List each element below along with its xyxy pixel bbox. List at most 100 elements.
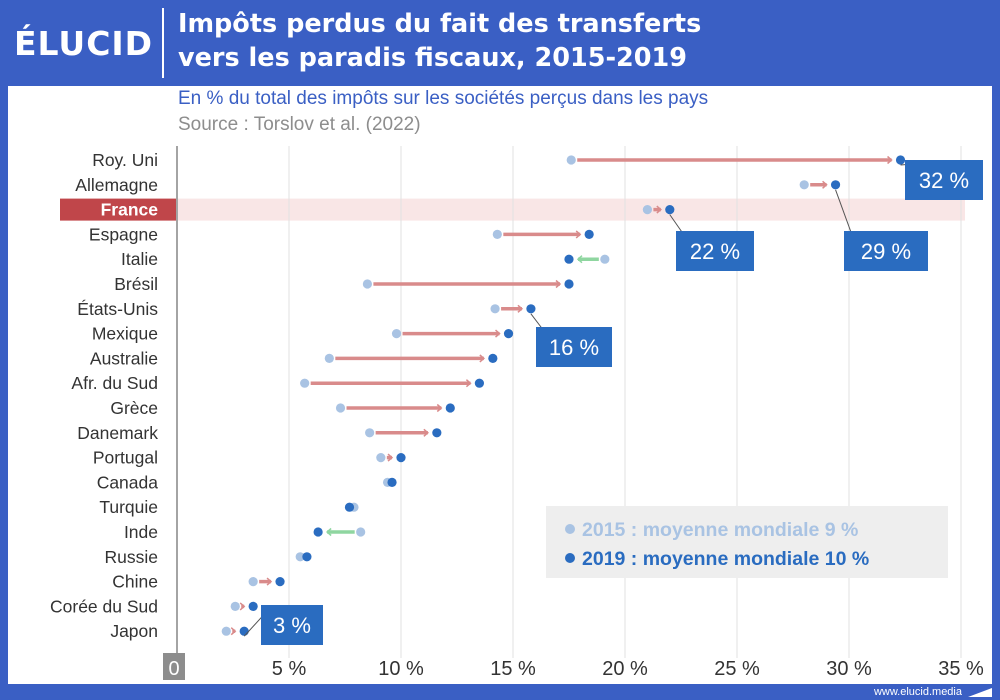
dot-2019 xyxy=(248,601,258,612)
country-label: Afr. du Sud xyxy=(71,373,158,393)
callout-box xyxy=(261,605,323,645)
change-arrow-head xyxy=(555,279,562,289)
legend-box xyxy=(546,506,948,578)
dot-2015 xyxy=(365,428,375,438)
dot-2015 xyxy=(295,552,305,562)
dot-2019 xyxy=(564,279,574,289)
dot-2015 xyxy=(799,180,809,190)
callout-box xyxy=(844,231,928,271)
x-tick-label: 25 % xyxy=(714,658,760,680)
country-label: Grèce xyxy=(110,398,158,418)
dot-2015 xyxy=(300,378,310,388)
callout-label: 3 % xyxy=(273,613,311,638)
x-tick-label: 35 % xyxy=(938,658,984,680)
x-tick-label: 5 % xyxy=(272,658,307,680)
logo-divider xyxy=(162,8,164,78)
title-line-2: vers les paradis fiscaux, 2015-2019 xyxy=(178,43,688,73)
dot-2019 xyxy=(665,205,675,215)
change-arrow-head xyxy=(436,403,443,413)
chart-subtitle: En % du total des impôts sur les société… xyxy=(178,88,709,109)
x-tick-label: 30 % xyxy=(826,658,872,680)
dot-2019 xyxy=(239,626,249,636)
callout-label: 29 % xyxy=(861,239,911,264)
dot-2015 xyxy=(335,403,346,413)
country-label: Inde xyxy=(124,522,158,542)
country-label: Roy. Uni xyxy=(92,150,158,170)
footer-url[interactable]: www.elucid.media xyxy=(873,686,962,698)
change-arrow-head xyxy=(887,155,893,165)
change-arrow-head xyxy=(325,527,332,537)
dot-2015 xyxy=(324,353,334,363)
dot-2019 xyxy=(488,353,498,363)
callout-label: 22 % xyxy=(690,239,740,264)
change-arrow-head xyxy=(575,230,582,239)
callout-label: 16 % xyxy=(549,335,599,360)
change-arrow-head xyxy=(495,329,501,338)
country-label: Italie xyxy=(121,249,158,269)
x-tick-label: 20 % xyxy=(602,658,648,680)
title-line-1: Impôts perdus du fait des transferts xyxy=(178,9,702,39)
dot-2019 xyxy=(564,254,574,264)
callout-box xyxy=(536,327,612,367)
dumbbell-chart: 0 5 % 10 % 15 % 20 % 25 % 30 % 35 % Roy. Uni Alle… xyxy=(50,146,984,680)
dot-2015 xyxy=(391,329,402,339)
dot-2019 xyxy=(474,378,484,388)
country-label: Turquie xyxy=(99,497,158,517)
chart-panel: 0 5 % 10 % 15 % 20 % 25 % 30 % 35 % Roy. Uni Alle… xyxy=(8,86,992,684)
dot-2015 xyxy=(490,304,500,314)
change-arrow-head xyxy=(266,577,273,586)
change-arrow-head xyxy=(656,205,662,214)
dot-2019 xyxy=(275,577,285,587)
dot-2015 xyxy=(362,279,372,289)
dot-2015 xyxy=(230,601,240,612)
callout-box xyxy=(676,231,754,271)
legend-label: 2019 : moyenne mondiale 10 % xyxy=(582,548,869,570)
dot-2019 xyxy=(830,180,841,190)
legend-dot-2019 xyxy=(565,553,575,563)
country-label: France xyxy=(101,200,159,220)
dot-2015 xyxy=(600,254,610,264)
dot-2019 xyxy=(445,403,455,413)
country-label: Espagne xyxy=(89,224,158,244)
dot-2019 xyxy=(313,527,323,537)
change-arrow-head xyxy=(387,453,394,462)
dot-2015 xyxy=(248,577,258,587)
dot-2019 xyxy=(302,552,312,562)
change-arrow-head xyxy=(479,354,485,363)
change-arrow-head xyxy=(517,304,524,313)
dot-2015 xyxy=(642,205,653,215)
country-label: Japon xyxy=(110,621,158,641)
country-label: Brésil xyxy=(114,274,158,294)
dot-2015 xyxy=(492,229,502,239)
dot-2019 xyxy=(584,229,594,239)
header-bar: ÉLUCID Impôts perdus du fait des transfe… xyxy=(0,0,1000,86)
country-label: Corée du Sud xyxy=(50,596,158,616)
country-label: Allemagne xyxy=(75,175,158,195)
elucid-logo: ÉLUCID xyxy=(14,24,154,63)
country-label: Australie xyxy=(90,348,158,368)
callout-label: 32 % xyxy=(919,168,969,193)
legend-dot-2015 xyxy=(565,524,575,534)
change-arrow-head xyxy=(576,255,583,264)
dot-2019 xyxy=(526,304,536,314)
x-tick-label: 0 xyxy=(168,658,179,680)
highlight-row-band xyxy=(177,198,965,221)
chart-source: Source : Torslov et al. (2022) xyxy=(178,114,421,135)
dot-2015 xyxy=(356,527,366,537)
callout-box xyxy=(905,160,983,200)
legend-label: 2015 : moyenne mondiale 9 % xyxy=(582,519,858,541)
country-label: Portugal xyxy=(93,448,158,468)
country-label: Mexique xyxy=(92,324,158,344)
dot-2015 xyxy=(221,626,231,636)
x-tick-label: 10 % xyxy=(378,658,424,680)
country-label: Canada xyxy=(97,472,159,492)
change-arrow-head xyxy=(230,627,237,636)
country-label: Russie xyxy=(105,547,159,567)
dot-2019 xyxy=(387,477,397,487)
country-label: États-Unis xyxy=(77,299,158,319)
x-tick-label: 15 % xyxy=(490,658,536,680)
dot-2015 xyxy=(376,453,386,463)
dot-2019 xyxy=(344,502,355,512)
change-arrow-head xyxy=(465,379,472,388)
country-label: Chine xyxy=(112,572,158,592)
